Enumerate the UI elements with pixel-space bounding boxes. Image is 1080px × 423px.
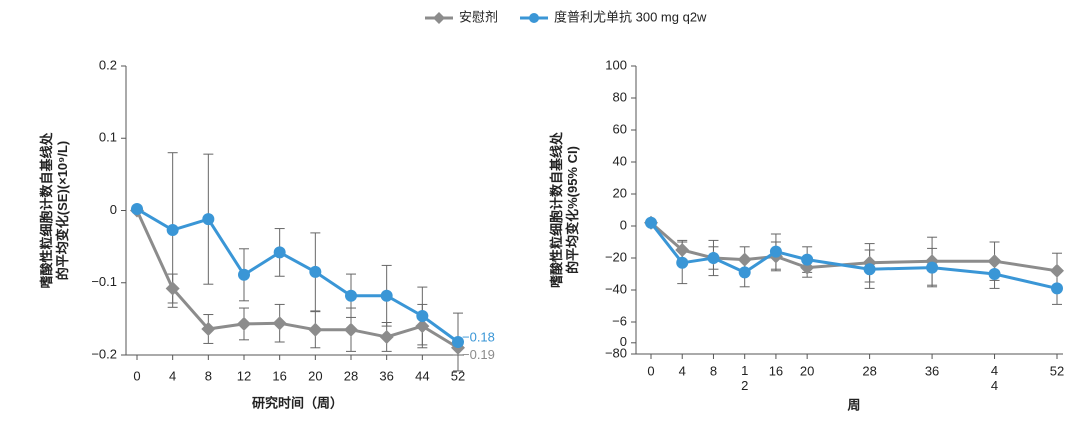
- marker: [273, 246, 286, 259]
- marker: [1051, 282, 1063, 295]
- marker: [380, 289, 393, 302]
- marker: [202, 213, 215, 226]
- marker: [675, 243, 690, 257]
- y-tick-label: −80: [605, 345, 627, 360]
- x-tick-label: 16: [769, 363, 783, 378]
- x-tick-label: 4: [169, 368, 176, 383]
- x-tick-label: 28: [862, 363, 876, 378]
- end-label: −0.19: [462, 347, 495, 362]
- x-tick-label: 0: [647, 363, 654, 378]
- y-axis-label-line: 的平均变化%(95% CI): [565, 146, 580, 274]
- y-tick-label: 0: [620, 334, 627, 349]
- marker: [345, 289, 357, 302]
- marker: [379, 329, 394, 344]
- marker: [272, 316, 287, 331]
- y-tick-label: −40: [605, 281, 627, 296]
- y-tick-label: 60: [613, 121, 627, 136]
- x-axis-label: 周: [847, 397, 860, 412]
- x-tick-label: 12: [237, 368, 251, 383]
- marker: [308, 322, 323, 337]
- marker: [926, 261, 939, 274]
- y-axis-label-line: 嗜酸性粒细胞计数自基线处: [549, 131, 564, 288]
- legend-item: 安慰剂: [425, 9, 498, 24]
- x-axis-label: 研究时间（周）: [252, 395, 343, 410]
- y-tick-label: 0.2: [99, 57, 117, 72]
- legend-label: 安慰剂: [459, 9, 498, 24]
- series-line: [650, 221, 1058, 273]
- x-tick-label: 20: [308, 368, 322, 383]
- marker: [707, 252, 720, 264]
- y-tick-label: 0.1: [99, 130, 117, 145]
- x-tick-label: 8: [205, 368, 212, 383]
- x-tick-label: 4: [679, 363, 686, 378]
- marker: [645, 216, 657, 229]
- marker: [801, 253, 814, 266]
- x-tick-label: 36: [925, 363, 939, 378]
- marker: [344, 322, 358, 337]
- marker: [738, 266, 751, 279]
- marker: [988, 268, 1001, 280]
- y-axis-label: 嗜酸性粒细胞计数自基线处的平均变化(SE)(×10⁹/L): [39, 132, 70, 289]
- marker: [863, 263, 876, 276]
- y-tick-label: 80: [613, 89, 627, 104]
- y-tick-label: −0.1: [91, 274, 117, 289]
- marker: [415, 319, 430, 334]
- series-line: [135, 209, 459, 350]
- marker: [676, 256, 689, 269]
- marker: [309, 265, 322, 278]
- x-tick-label: 16: [272, 368, 286, 383]
- y-axis-label-line: 嗜酸性粒细胞计数自基线处: [39, 132, 54, 289]
- marker: [165, 281, 180, 296]
- marker: [737, 252, 752, 267]
- series-line: [649, 221, 1058, 290]
- x-tick-label: 44: [415, 368, 429, 383]
- legend-label: 度普利尤单抗 300 mg q2w: [554, 9, 707, 24]
- legend-marker: [433, 12, 445, 24]
- y-tick-label: −0.2: [91, 346, 117, 361]
- x-tick-label: 52: [1050, 363, 1064, 378]
- marker: [201, 321, 216, 336]
- x-tick-label: 0: [133, 368, 140, 383]
- x-tick-label: 36: [379, 368, 393, 383]
- marker: [452, 335, 464, 348]
- y-tick-label: −20: [605, 249, 627, 264]
- y-tick-label: −6: [612, 313, 627, 328]
- y-axis-label-line: 的平均变化(SE)(×10⁹/L): [55, 141, 70, 280]
- marker: [987, 254, 1002, 269]
- legend-item: 度普利尤单抗 300 mg q2w: [520, 9, 707, 24]
- y-axis-label: 嗜酸性粒细胞计数自基线处的平均变化%(95% CI): [549, 131, 580, 288]
- marker: [1050, 263, 1064, 278]
- x-tick-label: 20: [800, 363, 814, 378]
- x-tick-label: 52: [451, 368, 465, 383]
- marker: [416, 309, 429, 322]
- marker: [237, 316, 251, 331]
- y-tick-label: 40: [613, 153, 627, 168]
- x-tick-label: 28: [344, 368, 358, 383]
- y-tick-label: 20: [613, 185, 627, 200]
- x-tick-label: 8: [710, 363, 717, 378]
- y-tick-label: 100: [605, 57, 627, 72]
- marker: [238, 268, 250, 281]
- legend-marker: [529, 13, 540, 23]
- marker: [166, 224, 179, 237]
- y-tick-label: 0: [620, 217, 627, 232]
- y-tick-label: 0: [110, 202, 117, 217]
- end-label: −0.18: [462, 329, 495, 344]
- series-line: [136, 207, 459, 344]
- marker: [131, 203, 143, 216]
- marker: [769, 245, 782, 258]
